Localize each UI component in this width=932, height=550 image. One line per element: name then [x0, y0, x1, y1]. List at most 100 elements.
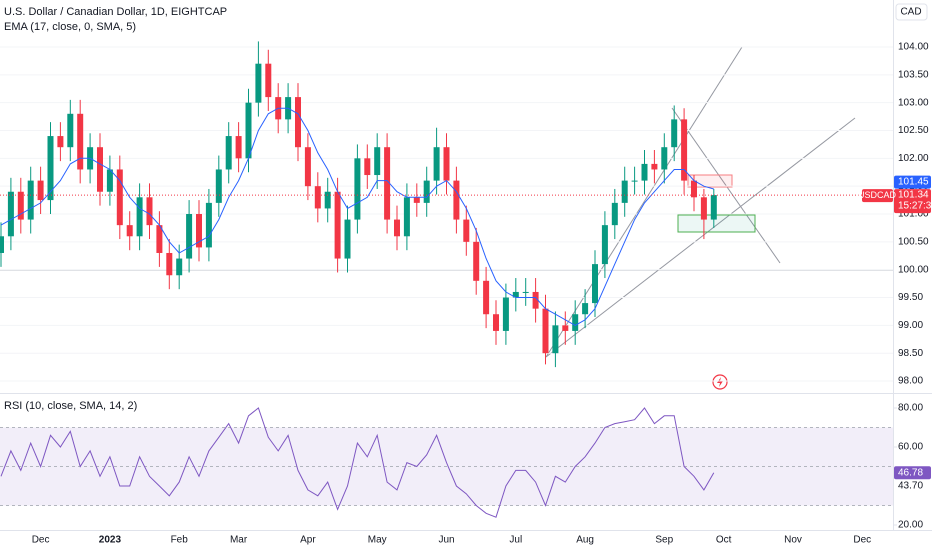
candle-body [423, 180, 430, 203]
candle-body [681, 119, 688, 181]
candle-body [324, 191, 331, 209]
candle-body [215, 169, 222, 203]
candle-body [186, 214, 193, 259]
x-tick-label: Dec [32, 535, 50, 546]
candle-body [7, 191, 14, 237]
y2-tick-label: 20.00 [898, 520, 923, 531]
candle-body [552, 325, 559, 354]
candle-body [225, 136, 232, 170]
candle-body [176, 258, 183, 276]
x-tick-label: Apr [300, 535, 316, 546]
x-tick-label: Sep [655, 535, 673, 546]
y-tick-label: 103.00 [898, 97, 929, 108]
candle-body [512, 291, 519, 298]
candle-body [304, 147, 311, 187]
candle-body [463, 219, 470, 242]
x-tick-label: Dec [853, 535, 871, 546]
candle-body [562, 325, 569, 331]
candle-body [651, 163, 658, 170]
candle-body [17, 191, 24, 220]
candle-body [265, 63, 272, 98]
candle-body [334, 191, 341, 259]
candle-body [344, 219, 351, 259]
x-tick-label: Aug [576, 535, 594, 546]
candle-body [413, 197, 420, 203]
candle-body [136, 197, 143, 237]
ema-last-label-box [894, 175, 931, 189]
candle-body [27, 180, 34, 220]
x-tick-label: Mar [230, 535, 248, 546]
candle-body [245, 102, 252, 159]
y-tick-label: 102.00 [898, 153, 929, 164]
candle-body [582, 303, 589, 315]
y-tick-label: 102.50 [898, 125, 929, 136]
candle-body [700, 197, 707, 220]
rsi-legend: RSI (10, close, SMA, 14, 2) [4, 400, 137, 412]
candle-body [661, 147, 668, 170]
ema-line [0, 107, 714, 326]
y-tick-label: 98.50 [898, 348, 923, 359]
candle-body [295, 97, 301, 148]
y-tick-label: 98.00 [898, 376, 923, 387]
candle-body [453, 180, 460, 220]
candle-body [443, 147, 450, 181]
rsi-line [0, 407, 715, 518]
candle-body [314, 186, 321, 209]
candle-body [235, 136, 242, 159]
x-tick-label: Feb [171, 535, 189, 546]
y2-tick-label: 80.00 [898, 403, 923, 414]
last-price-label: 101.34 [898, 190, 929, 201]
candle-body [483, 280, 490, 315]
candle-body [542, 308, 549, 354]
candle-body [493, 314, 499, 331]
x-tick-label: May [368, 535, 387, 546]
currency-box[interactable] [895, 3, 928, 21]
x-tick-label: 2023 [99, 535, 122, 546]
candle-body [473, 241, 480, 281]
currency: CAD [900, 7, 921, 18]
candle-body [384, 147, 391, 220]
countdown: 15:27:35 [898, 201, 932, 212]
candle-body [67, 113, 74, 148]
rsi-last-label: 46.78 [898, 467, 923, 478]
trend-line [545, 117, 856, 358]
rsi-last-label-box [894, 466, 931, 480]
chart-title: U.S. Dollar / Canadian Dollar, 1D, EIGHT… [4, 6, 227, 18]
candle-body [146, 197, 153, 226]
ema-legend: EMA (17, close, 0, SMA, 5) [4, 21, 136, 33]
candle-body [572, 314, 579, 331]
y-tick-label: 101.00 [898, 209, 929, 220]
candle-body [502, 297, 509, 331]
candle-body [641, 163, 648, 181]
x-tick-label: Jun [438, 535, 454, 546]
candle-body [196, 214, 202, 248]
candle-body [710, 195, 717, 220]
candle-body [57, 136, 64, 148]
candle-body [601, 225, 608, 265]
candle-body [691, 180, 697, 198]
candle-body [0, 236, 4, 253]
candle-body [522, 291, 529, 293]
candle-body [621, 180, 628, 203]
candle-body [374, 147, 381, 176]
candle-body [47, 136, 54, 201]
candle-body [433, 147, 440, 181]
candle-body [532, 291, 539, 309]
rsi-ma-label: 43.70 [898, 480, 923, 491]
last-price-box [894, 189, 931, 214]
ema-last-label: 101.45 [898, 177, 929, 188]
x-tick-label: Jul [509, 535, 522, 546]
candle-body [592, 264, 598, 304]
symbol-box [862, 189, 893, 203]
candle-body [77, 113, 84, 170]
candle-body [394, 219, 400, 237]
candle-body [205, 202, 212, 248]
y-tick-label: 100.00 [898, 264, 929, 275]
candle-body [671, 119, 678, 148]
y-tick-label: 103.50 [898, 69, 929, 80]
alert-icon[interactable] [712, 374, 728, 390]
candle-body [116, 169, 123, 226]
candle-body [354, 158, 361, 220]
